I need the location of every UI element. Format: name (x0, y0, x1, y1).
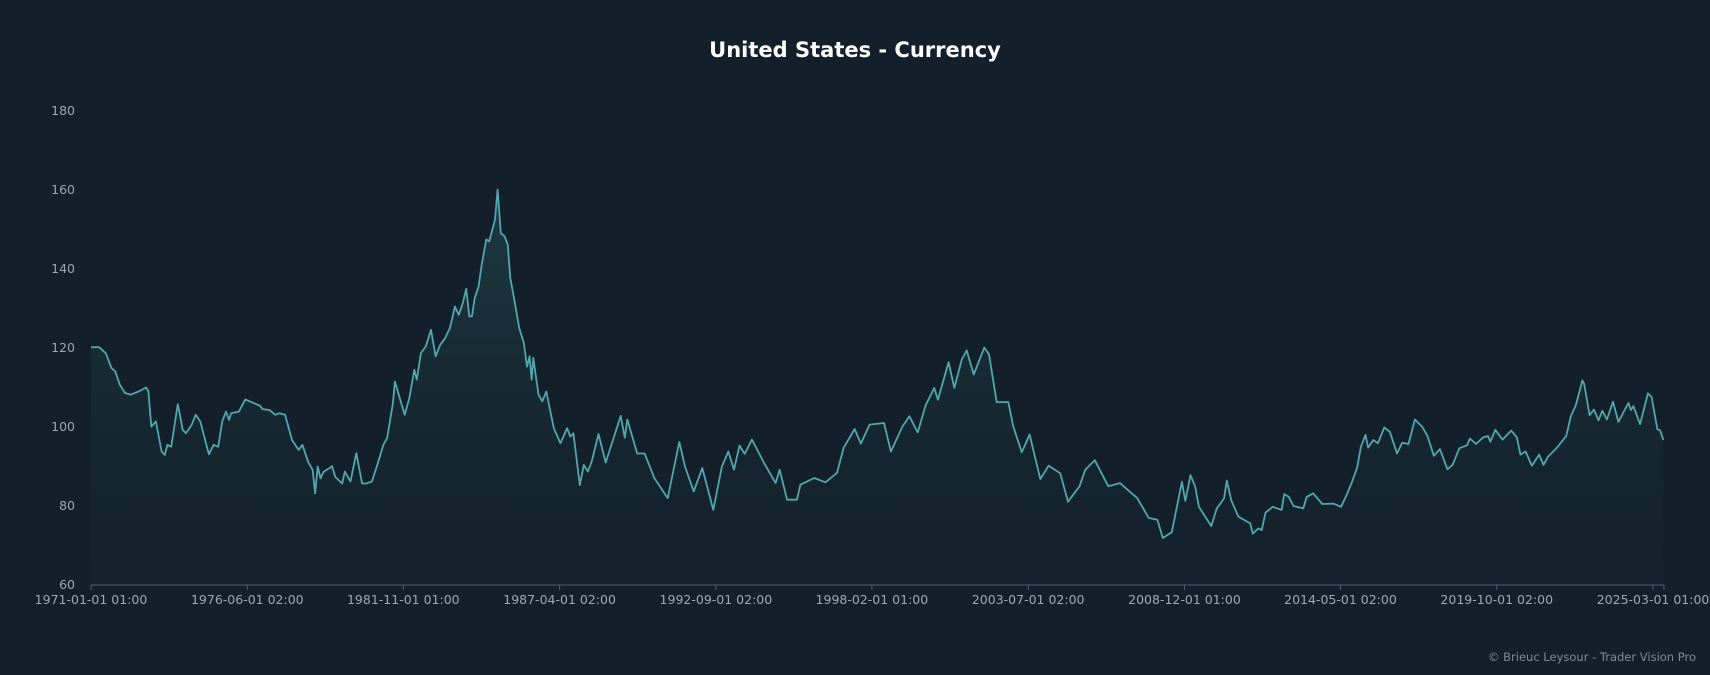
x-tick-label: 1998-02-01 01:00 (816, 592, 929, 607)
y-tick-label: 80 (59, 498, 75, 513)
x-axis: 1971-01-01 01:00 1976-06-01 02:00 1981-11-… (35, 585, 1710, 607)
credit-text: © Brieuc Leysour - Trader Vision Pro (1488, 650, 1696, 664)
y-tick-label: 180 (51, 103, 75, 118)
series-area-fill (91, 189, 1664, 585)
x-tick-label: 2008-12-01 01:00 (1128, 592, 1241, 607)
y-tick-label: 60 (59, 577, 75, 592)
y-tick-label: 160 (51, 182, 75, 197)
chart-title: United States - Currency (709, 38, 1001, 62)
x-tick-label: 1976-06-01 02:00 (191, 592, 304, 607)
x-tick-label: 2003-07-01 02:00 (972, 592, 1085, 607)
y-axis: 60 80 100 120 140 160 180 (51, 103, 75, 592)
y-tick-label: 100 (51, 419, 75, 434)
x-tick-label: 1992-09-01 02:00 (660, 592, 773, 607)
y-tick-label: 140 (51, 261, 75, 276)
x-tick-label: 1971-01-01 01:00 (35, 592, 148, 607)
x-tick-label: 2014-05-01 02:00 (1284, 592, 1397, 607)
series-line (91, 188, 1665, 539)
x-tick-label: 1987-04-01 02:00 (503, 592, 616, 607)
y-tick-label: 120 (51, 340, 75, 355)
x-tick-label: 2025-03-01 01:00 (1597, 592, 1710, 607)
x-tick-label: 1981-11-01 01:00 (347, 592, 460, 607)
x-tick-label: 2019-10-01 02:00 (1440, 592, 1553, 607)
